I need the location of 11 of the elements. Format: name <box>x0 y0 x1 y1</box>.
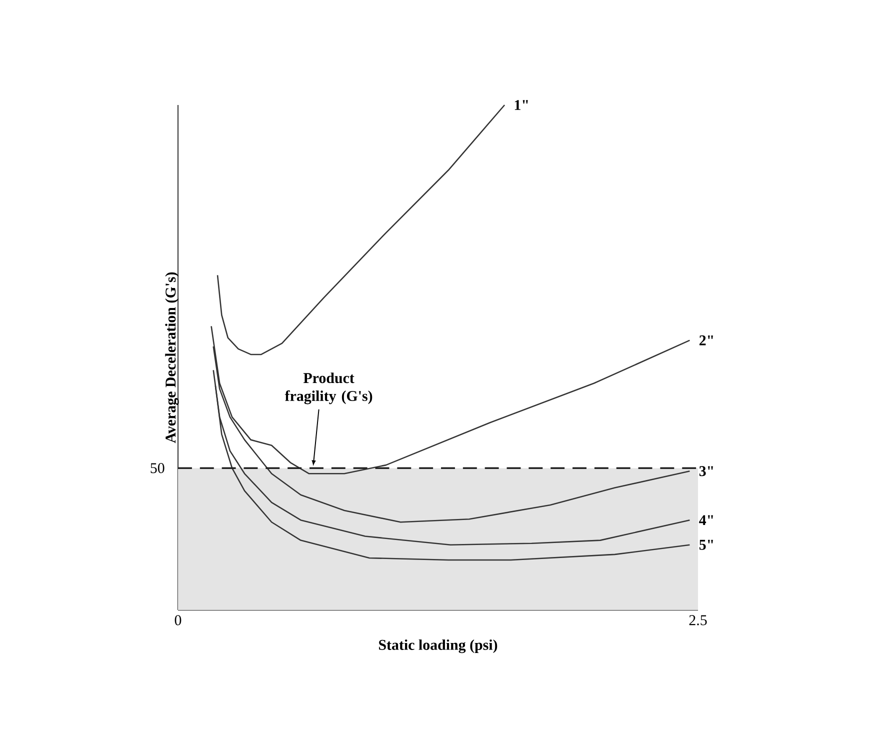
annotation: 50 <box>150 463 164 474</box>
x-tick-label: 2.5 <box>689 615 707 626</box>
ref-line-label: Product fragility (G's) <box>284 372 372 404</box>
x-tick-label: 0 <box>174 615 182 626</box>
series-label: 4" <box>699 515 713 526</box>
series-label: 5" <box>699 540 713 550</box>
x-axis-title: Static loading (psi) <box>379 639 498 654</box>
y-axis-title: Average Deceleration (G's) <box>165 272 179 444</box>
series-label: 1" <box>514 100 528 110</box>
series-label: 3" <box>699 466 713 476</box>
series-label: 2" <box>699 335 713 346</box>
